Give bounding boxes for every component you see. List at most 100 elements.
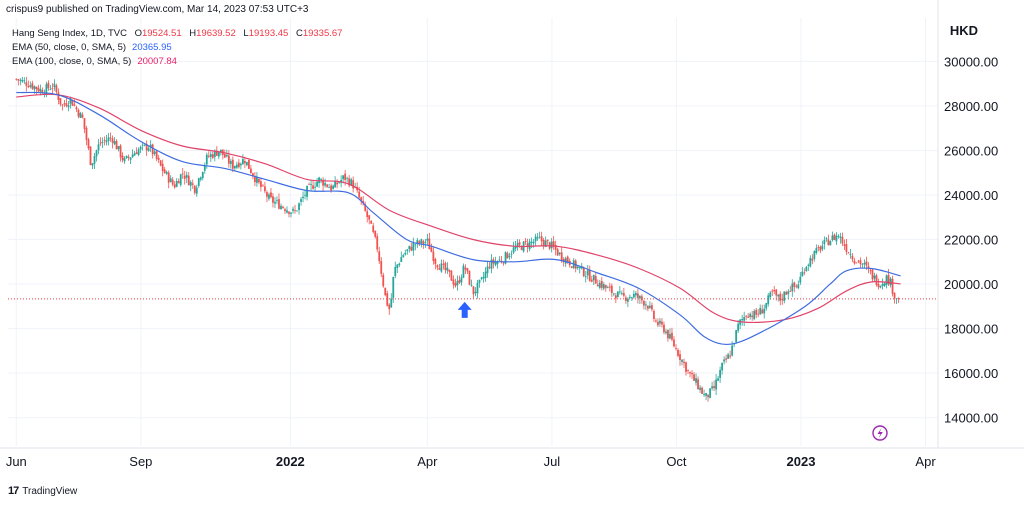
lightning-icon[interactable] [872, 425, 888, 441]
candle-body [103, 140, 106, 141]
candle-body [304, 194, 306, 196]
candle-body [264, 186, 266, 192]
candle-body [643, 300, 645, 306]
candle-body [789, 291, 792, 292]
candle-body [448, 269, 451, 272]
candle-body [155, 151, 158, 159]
candle-body [486, 266, 489, 274]
candle-body [657, 321, 659, 326]
candle-body [171, 179, 174, 185]
candle-body [229, 160, 232, 165]
candle-body [191, 183, 194, 185]
candle-body [815, 248, 818, 253]
candle-body [827, 239, 830, 246]
candle-body [344, 173, 347, 180]
candle-body [398, 263, 401, 266]
candle-body [498, 259, 501, 261]
candle-body [831, 235, 834, 241]
candle-body [604, 285, 607, 288]
candle-body [209, 154, 212, 157]
candle-body [833, 234, 836, 240]
legend-l-value: 19193.45 [248, 28, 289, 39]
candle-body [703, 394, 705, 395]
candle-body [765, 303, 768, 309]
candle-body [422, 241, 425, 244]
candle-body [442, 263, 445, 265]
candle-body [671, 332, 673, 340]
candle-body [430, 247, 433, 252]
candle-body [247, 159, 250, 169]
candle-body [641, 296, 643, 301]
candle-body [612, 293, 615, 295]
candle-body [71, 99, 74, 106]
candle-body [73, 104, 76, 106]
candle-body [203, 165, 206, 171]
candle-body [620, 293, 623, 294]
candle-body [125, 155, 128, 158]
candle-body [867, 266, 870, 269]
candle-body [109, 137, 112, 139]
candle-body [777, 294, 780, 297]
candle-body [274, 201, 276, 204]
candle-body [167, 172, 170, 183]
candle-body [286, 210, 288, 213]
candle-body [562, 258, 565, 263]
candle-body [741, 319, 744, 321]
candle-body [516, 243, 519, 248]
candle-body [159, 160, 162, 166]
candle-body [891, 278, 894, 294]
candle-body [699, 387, 701, 390]
candle-body [618, 291, 621, 293]
y-tick-label: 28000.00 [944, 99, 998, 114]
candle-body [536, 237, 539, 239]
candle-body [47, 82, 50, 89]
candle-body [201, 172, 204, 179]
legend: Hang Seng Index, 1D, TVC O19524.51 H1963… [12, 27, 342, 69]
candle-body [211, 154, 214, 158]
candle-body [358, 191, 361, 198]
ema50-line [16, 91, 901, 346]
candle-body [542, 239, 545, 246]
candle-body [370, 220, 373, 224]
candle-body [478, 279, 481, 283]
candle-body [31, 83, 34, 89]
candle-body [598, 282, 601, 288]
candle-body [400, 257, 403, 262]
candle-body [813, 251, 816, 259]
candle-body [879, 285, 882, 288]
candle-body [697, 379, 699, 390]
candle-body [97, 144, 100, 151]
candle-body [81, 114, 84, 118]
candle-body [250, 168, 252, 174]
candle-body [655, 320, 657, 322]
candle-body [139, 146, 142, 150]
candle-body [61, 104, 64, 106]
candle-body [805, 266, 808, 272]
candle-body [594, 276, 597, 284]
candle-body [560, 252, 563, 261]
tradingview-logo[interactable]: 17 TradingView [8, 485, 77, 497]
candle-body [416, 240, 419, 244]
candle-body [322, 179, 324, 186]
candle-body [418, 241, 421, 244]
candle-body [659, 320, 661, 324]
candle-body [791, 283, 794, 292]
candle-body [446, 267, 449, 271]
candle-body [213, 150, 216, 158]
candle-body [115, 140, 118, 150]
candle-body [434, 259, 437, 265]
candle-body [450, 270, 453, 281]
candle-body [85, 127, 88, 140]
candle-body [709, 388, 711, 398]
candle-body [444, 262, 447, 271]
legend-c-value: 19335.67 [302, 28, 343, 39]
candle-body [185, 174, 188, 178]
candle-body [137, 149, 140, 155]
candle-body [161, 163, 164, 171]
candle-body [552, 241, 555, 247]
candle-body [707, 394, 709, 398]
candle-body [262, 185, 264, 187]
candle-body [847, 252, 850, 254]
candle-body [578, 267, 581, 269]
